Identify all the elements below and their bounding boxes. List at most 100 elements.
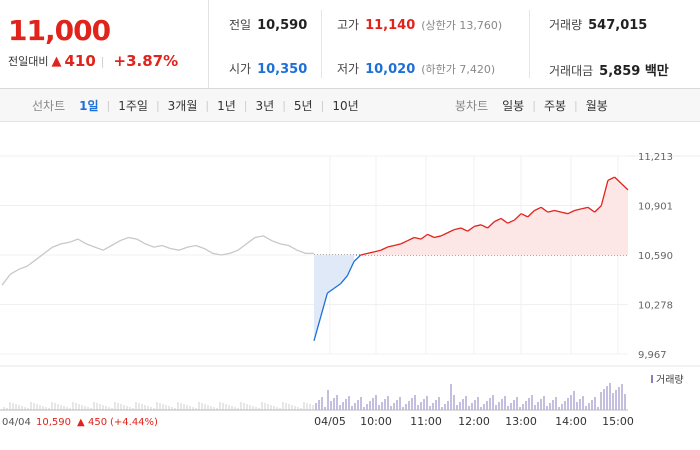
price-segment: [333, 283, 342, 289]
tab-10y[interactable]: 10년: [332, 99, 359, 113]
price-segment: [480, 224, 488, 229]
price-segment: [567, 209, 575, 215]
price-segment: [394, 243, 402, 247]
stat-volume-value: 547,015: [588, 18, 648, 33]
divider: |: [155, 99, 160, 112]
divider: |: [243, 99, 248, 112]
price-segment: [414, 236, 422, 240]
up-arrow-icon: ▲: [77, 417, 85, 428]
price-segment: [407, 236, 415, 242]
tab-1y[interactable]: 1년: [217, 99, 236, 113]
divider: |: [100, 54, 105, 68]
divider: |: [205, 99, 210, 112]
price-segment: [420, 233, 428, 240]
tab-daily[interactable]: 일봉: [502, 99, 525, 113]
price-segment: [387, 244, 395, 248]
prev-day-pct: (+4.44%): [110, 417, 158, 428]
line-chart-tabs: 선차트 1일 | 1주일 | 3개월 | 1년 | 3년 | 5년 | 10년: [32, 97, 361, 114]
tab-3y[interactable]: 3년: [255, 99, 275, 113]
x-tick-label: 15:00: [602, 415, 634, 428]
stat-low: 저가 10,020 (하한가 7,420): [337, 60, 495, 77]
price-segment: [367, 251, 375, 255]
price-segment: [434, 235, 442, 239]
current-price: 11,000: [8, 14, 111, 47]
stat-amount: 거래대금 5,859 백만: [549, 60, 669, 79]
candle-chart-label: 봉차트: [455, 99, 489, 113]
price-segment: [494, 217, 502, 223]
stat-low-value: 10,020: [365, 62, 416, 77]
price-segment: [353, 254, 362, 262]
divider: |: [574, 99, 578, 112]
price-segment: [454, 227, 462, 231]
change-abs: 410: [64, 52, 96, 70]
x-tick-label: 12:00: [458, 415, 490, 428]
stat-high-value: 11,140: [365, 18, 416, 33]
price-segment: [360, 252, 368, 256]
price-segment: [581, 206, 589, 210]
price-segment: [520, 213, 529, 218]
stat-high-label: 고가: [337, 18, 360, 32]
x-tick-label: 04/05: [314, 415, 346, 428]
stat-open-label: 시가: [229, 62, 252, 76]
price-segment: [513, 213, 522, 221]
price-segment: [507, 219, 515, 224]
price-segment: [487, 221, 495, 229]
divider: [321, 10, 322, 78]
y-tick-label: 10,278: [638, 301, 673, 312]
divider: |: [282, 99, 286, 112]
divider: |: [532, 99, 536, 112]
divider: |: [320, 99, 325, 112]
prev-day-date: 04/04: [2, 417, 31, 428]
tab-3m[interactable]: 3개월: [167, 99, 198, 113]
stat-high: 고가 11,140 (상한가 13,760): [337, 16, 502, 33]
price-segment: [547, 209, 555, 213]
x-tick-label: 14:00: [555, 415, 587, 428]
prev-day-change: 450: [88, 417, 107, 428]
stat-prev: 전일 10,590: [229, 16, 307, 33]
line-chart-label: 선차트: [32, 99, 66, 113]
price-segment: [540, 206, 549, 213]
price-segment: [587, 206, 595, 213]
candle-chart-tabs: 봉차트 일봉 | 주봉 | 월봉: [455, 97, 610, 114]
price-segment: [427, 233, 435, 239]
price-segment: [607, 176, 615, 181]
y-tick-label: 10,901: [638, 202, 673, 213]
price-segment: [614, 176, 622, 184]
price-segment: [500, 217, 509, 224]
stat-high-sub: (상한가 13,760): [421, 19, 503, 32]
price-segment: [527, 210, 535, 218]
stat-low-sub: (하한가 7,420): [421, 63, 496, 76]
tab-1w[interactable]: 1주일: [118, 99, 148, 113]
tab-monthly[interactable]: 월봉: [585, 99, 608, 113]
change-row: 전일대비 ▲ 410 | +3.87%: [8, 52, 178, 70]
stat-open-value: 10,350: [257, 62, 308, 77]
price-segment: [313, 316, 322, 341]
stat-prev-value: 10,590: [257, 18, 308, 33]
stat-low-label: 저가: [337, 62, 360, 76]
price-segment: [340, 275, 348, 285]
tab-weekly[interactable]: 주봉: [543, 99, 567, 113]
price-segment: [600, 180, 609, 206]
price-segment: [474, 224, 482, 228]
volume-legend-icon: [651, 375, 653, 383]
price-segment: [400, 240, 408, 245]
tab-1d[interactable]: 1일: [79, 99, 99, 113]
price-segment: [320, 292, 328, 318]
y-tick-label: 10,590: [638, 251, 673, 262]
change-pct: +3.87%: [113, 52, 179, 70]
up-area: [360, 177, 628, 255]
divider: |: [106, 99, 111, 112]
stats-panel: 전일 10,590 시가 10,350 고가 11,140 (상한가 13,76…: [209, 0, 700, 88]
x-tick-label: 13:00: [505, 415, 537, 428]
down-area: [314, 255, 355, 341]
price-segment: [620, 183, 629, 191]
tab-5y[interactable]: 5년: [293, 99, 313, 113]
price-segment: [594, 205, 602, 213]
divider: [529, 10, 530, 78]
quote-header: 11,000 전일대비 ▲ 410 | +3.87% 전일 10,590 시가 …: [0, 0, 700, 89]
stat-volume: 거래량 547,015: [549, 16, 647, 33]
price-segment: [326, 287, 335, 294]
price-segment: [561, 211, 569, 215]
stat-prev-label: 전일: [229, 18, 252, 32]
price-segment: [467, 225, 475, 232]
